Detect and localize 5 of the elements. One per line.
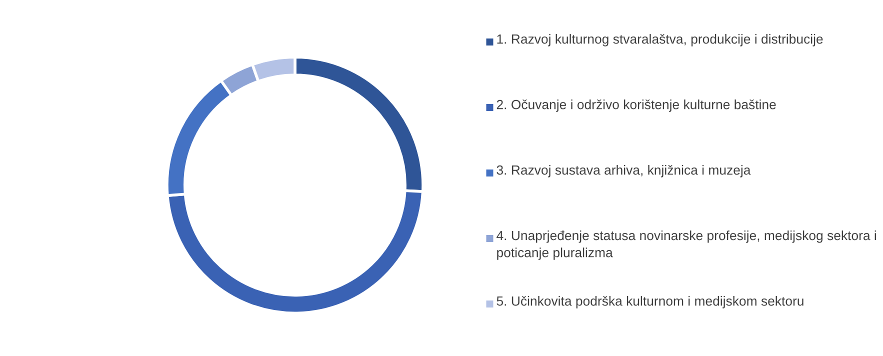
legend-label: 5. Učinkovita podrška kulturnom i medijskom sektoru (496, 296, 804, 308)
legend-label: 4. Unaprjeđenje statusa novinarske profesije, medijskog sektora i poticanje pluralizma (496, 230, 876, 260)
legend-label: 1. Razvoj kulturnog stvaralaštva, produkcije i distribucije (497, 34, 823, 46)
legend-label: 2. Očuvanje i održivo korištenje kulturne baštine (496, 100, 776, 112)
legend-label: 3. Razvoj sustava arhiva, knjižnica i muzeja (496, 165, 751, 178)
